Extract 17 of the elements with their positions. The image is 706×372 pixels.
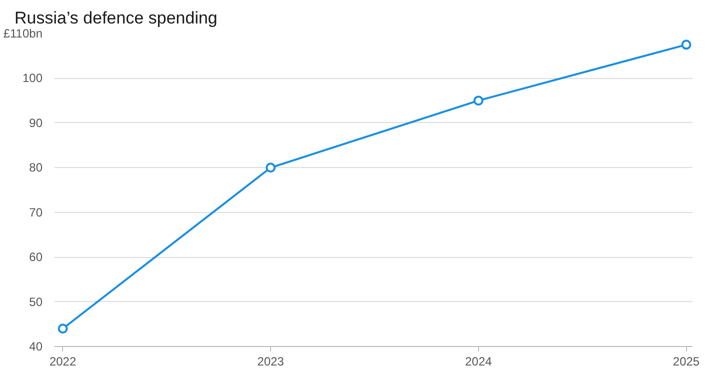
y-tick-label: 90	[29, 116, 43, 130]
point	[58, 324, 68, 334]
chart-title: Russia’s defence spending	[14, 8, 218, 28]
y-tick-label: 50	[29, 294, 43, 309]
x-tick-label: 2023	[257, 354, 284, 368]
y-tick-label: 40	[29, 340, 43, 354]
point	[266, 162, 276, 173]
point	[681, 40, 692, 50]
y-tick-label: 60	[29, 250, 43, 264]
x-tick-label: 2025	[672, 354, 700, 368]
x-tick-label: 2022	[49, 354, 76, 368]
y-tick-label: £110bn	[3, 26, 43, 40]
y-tick-label: 80	[29, 160, 43, 175]
x-tick-label: 2024	[465, 354, 492, 368]
y-tick-label: 100	[22, 71, 43, 86]
y-tick-label: 70	[29, 205, 43, 220]
point	[473, 96, 484, 106]
